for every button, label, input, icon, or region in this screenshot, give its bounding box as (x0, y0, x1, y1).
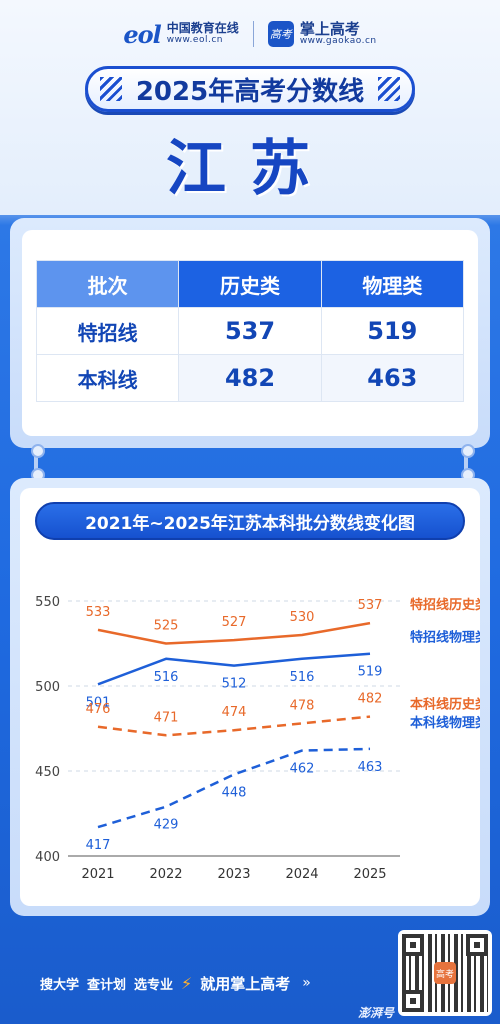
footer-bar: 搜大学 查计划 选专业 ⚡ 就用掌上高考 » (40, 968, 370, 998)
qr-code[interactable]: 高考 (398, 930, 492, 1016)
data-label: 482 (358, 692, 383, 707)
data-label: 525 (154, 619, 179, 634)
data-label: 448 (222, 785, 247, 800)
double-chevron-icon: » (302, 975, 311, 991)
legend-label: 特招线历史类 (410, 597, 480, 613)
data-label: 537 (358, 598, 383, 613)
title-banner: 2025年高考分数线 (85, 66, 415, 112)
data-label: 527 (222, 615, 247, 630)
data-label: 463 (358, 760, 383, 775)
table-row: 本科线 482 463 (35, 354, 465, 402)
x-tick-label: 2022 (149, 867, 182, 882)
data-label: 519 (358, 665, 383, 680)
chart-title: 2021年~2025年江苏本科批分数线变化图 (85, 513, 415, 534)
footer: 搜大学 查计划 选专业 ⚡ 就用掌上高考 » 高考 澎湃号 (0, 930, 500, 1024)
cell-history: 482 (178, 354, 322, 402)
lightning-icon: ⚡ (181, 973, 193, 993)
data-label: 516 (290, 670, 315, 685)
gaokao-url: www.gaokao.cn (299, 36, 377, 47)
data-label: 462 (290, 762, 315, 777)
y-tick-label: 550 (35, 595, 60, 610)
footer-item[interactable]: 查计划 (87, 977, 127, 993)
series-line (97, 747, 371, 829)
eol-logo: eol 中国教育在线 www.eol.cn (123, 20, 238, 49)
cell-physics: 519 (320, 307, 465, 355)
cell-physics: 463 (320, 354, 465, 402)
data-label: 471 (154, 710, 179, 725)
score-card: 批次 历史类 物理类 特招线 537 519 本科线 482 463 (10, 218, 490, 448)
gaokao-badge-icon: 高考 (267, 20, 294, 47)
x-tick-label: 2023 (217, 867, 250, 882)
line-chart: 400 450 500 550 2021 2022 2023 2024 2025 533 525 52… (35, 595, 480, 882)
row-label: 特招线 (35, 307, 180, 355)
gaokao-logo: 高考 掌上高考 www.gaokao.cn (267, 19, 377, 47)
footer-item[interactable]: 搜大学 (40, 977, 80, 993)
card-connector-left (31, 444, 45, 482)
data-label: 478 (290, 698, 315, 713)
table-header-history: 历史类 (178, 260, 322, 308)
cell-history: 537 (178, 307, 322, 355)
footer-item[interactable]: 选专业 (134, 977, 174, 993)
legend-label: 特招线物理类 (410, 630, 480, 646)
y-tick-label: 400 (35, 850, 60, 865)
data-label: 476 (86, 702, 111, 717)
data-label: 530 (290, 610, 315, 625)
chart-title-pill: 2021年~2025年江苏本科批分数线变化图 (35, 502, 465, 540)
data-label: 501 (86, 695, 111, 710)
data-label: 429 (154, 818, 179, 833)
banner-title: 2025年高考分数线 (135, 76, 365, 107)
qr-center-logo-icon: 高考 (434, 962, 456, 984)
qr-pattern: 高考 (402, 934, 488, 1012)
x-tick-label: 2024 (285, 867, 318, 882)
y-tick-label: 500 (35, 680, 60, 695)
logo-bar: eol 中国教育在线 www.eol.cn 高考 掌上高考 www.gaokao… (0, 14, 500, 54)
qr-corner-icon (466, 934, 488, 956)
gaokao-name: 掌上高考 (299, 19, 360, 38)
data-label: 533 (86, 605, 111, 620)
banner-stripe-right (378, 77, 400, 101)
table-header-physics: 物理类 (320, 260, 465, 308)
table-row: 特招线 537 519 (35, 307, 465, 355)
card-connector-right (461, 444, 475, 482)
eol-logo-mark: eol (123, 19, 161, 49)
data-label: 417 (86, 838, 111, 853)
banner-stripe-left (100, 77, 122, 101)
table-header-batch: 批次 (35, 260, 180, 308)
y-tick-label: 450 (35, 765, 60, 780)
footer-cta[interactable]: 就用掌上高考 (200, 974, 291, 993)
score-table: 批次 历史类 物理类 特招线 537 519 本科线 482 463 (35, 260, 465, 402)
logo-divider (252, 21, 254, 47)
x-tick-label: 2021 (81, 867, 114, 882)
qr-corner-icon (402, 934, 424, 956)
data-label: 474 (222, 705, 247, 720)
chart-card: 2021年~2025年江苏本科批分数线变化图 400 450 500 550 2021 2… (10, 478, 490, 916)
data-label: 516 (154, 670, 179, 685)
eol-url: www.eol.cn (166, 34, 223, 45)
eol-name: 中国教育在线 (166, 21, 239, 36)
x-tick-label: 2025 (353, 867, 386, 882)
province-title: 江苏 (166, 134, 334, 204)
qr-corner-icon (402, 990, 424, 1012)
legend-label: 本科线历史类 (410, 697, 480, 713)
data-label: 512 (222, 677, 247, 692)
row-label: 本科线 (35, 354, 180, 402)
watermark: 澎湃号 (358, 1006, 395, 1020)
legend-label: 本科线物理类 (410, 715, 480, 731)
